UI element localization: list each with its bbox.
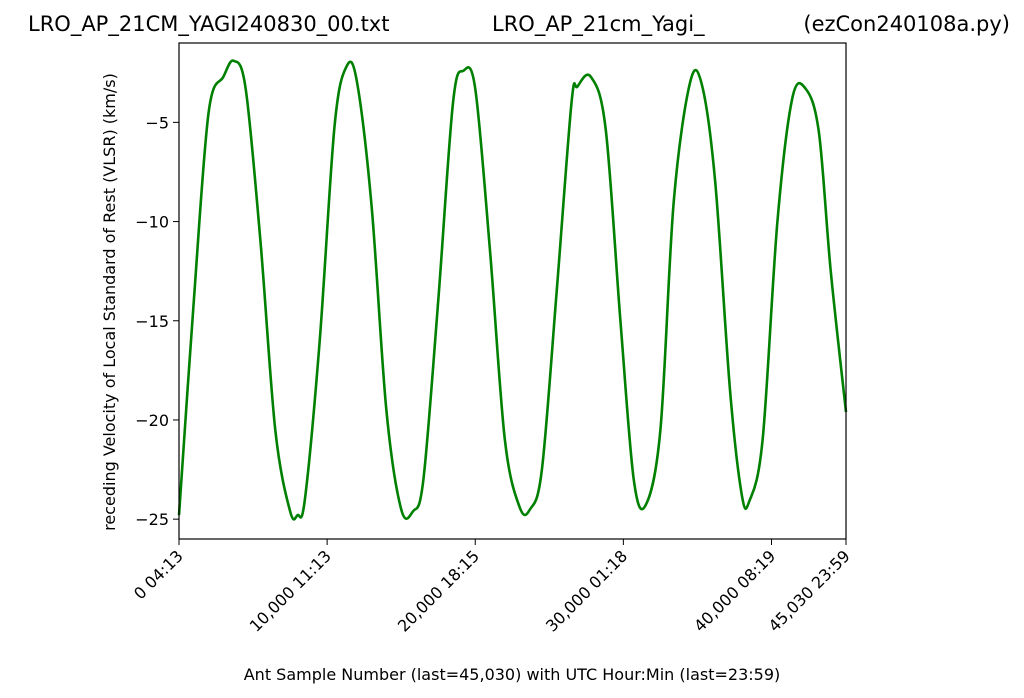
y-tick-label: −20 — [135, 411, 169, 430]
y-axis-label: receding Velocity of Local Standard of R… — [100, 73, 119, 531]
x-tick-label: 0 04:13 — [130, 546, 187, 603]
y-tick-label: −25 — [135, 510, 169, 529]
y-tick-label: −5 — [145, 113, 169, 132]
y-axis-ticks: −25 −20 −15 −10 −5 — [135, 113, 179, 529]
x-axis-ticks: 0 04:13 10,000 11:13 20,000 18:15 30,000 01… — [130, 539, 854, 636]
series-line — [177, 59, 848, 521]
y-tick-label: −10 — [135, 213, 169, 232]
title-right: (ezCon240108a.py) — [803, 12, 1010, 36]
title-center: LRO_AP_21cm_Yagi_ — [492, 12, 705, 37]
y-tick-label: −15 — [135, 312, 169, 331]
plot-lines — [177, 59, 848, 521]
x-tick-label: 30,000 01:18 — [542, 546, 631, 635]
x-tick-label: 10,000 11:13 — [246, 546, 335, 635]
title-left: LRO_AP_21CM_YAGI240830_00.txt — [28, 12, 389, 37]
x-axis-label: Ant Sample Number (last=45,030) with UTC… — [244, 665, 781, 684]
plot-frame — [178, 42, 847, 540]
x-tick-label: 20,000 18:15 — [394, 546, 483, 635]
